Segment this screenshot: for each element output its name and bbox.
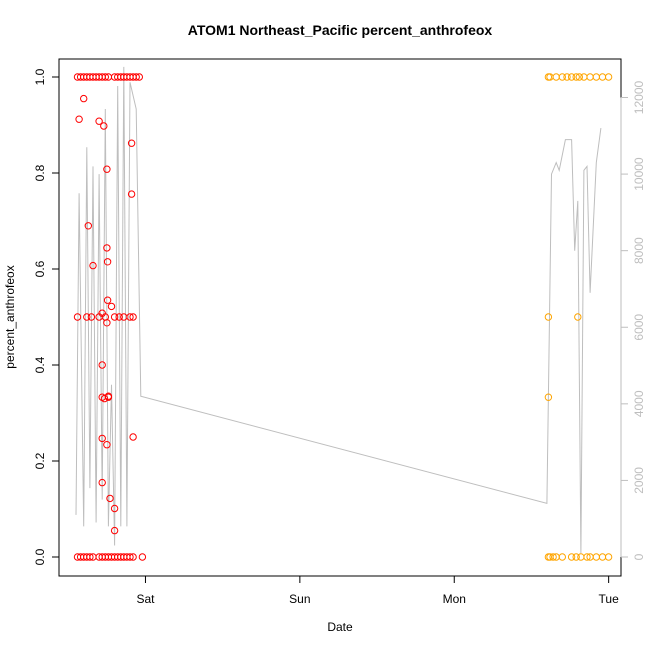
y-tick-label: 0.4 [33, 356, 47, 373]
data-point [563, 73, 571, 81]
data-point [110, 313, 119, 321]
y-tick-label: 0.2 [33, 452, 47, 469]
data-point [567, 73, 576, 81]
data-point [103, 296, 112, 304]
data-point [544, 393, 553, 401]
y-axis-label: percent_anthrofeox [3, 265, 17, 368]
flow-line-series [75, 66, 602, 554]
data-point [598, 553, 607, 561]
data-point [98, 478, 106, 487]
data-point [103, 441, 111, 449]
data-point [577, 553, 585, 561]
data-point [558, 553, 566, 561]
data-point [101, 73, 110, 81]
data-point [598, 73, 607, 81]
data-point [103, 244, 111, 252]
data-point [126, 313, 134, 321]
data-point [604, 553, 613, 561]
data-point [592, 73, 600, 81]
y2-tick-label: 8000 [632, 237, 646, 264]
data-point [572, 553, 580, 561]
y-tick-label: 0.0 [33, 548, 47, 565]
data-point [135, 73, 144, 81]
data-point [127, 190, 136, 198]
data-point [87, 313, 96, 321]
x-tick-label: Tue [599, 592, 620, 606]
data-point [103, 165, 111, 173]
data-point [100, 122, 108, 130]
data-point [138, 553, 147, 561]
point-series [73, 73, 613, 561]
y-tick-label: 1.0 [33, 68, 47, 85]
x-axis-label: Date [327, 620, 353, 634]
chart-title: ATOM1 Northeast_Pacific percent_anthrofe… [188, 22, 493, 38]
data-point [567, 553, 576, 561]
data-point [129, 433, 137, 441]
data-point [100, 394, 109, 403]
data-point [132, 73, 140, 81]
x-tick-label: Sun [289, 592, 310, 606]
y2-tick-label: 6000 [632, 314, 646, 341]
plot-box [58, 58, 622, 577]
data-point [549, 553, 557, 561]
data-point [592, 553, 600, 561]
data-point [80, 94, 88, 103]
data-point [84, 222, 93, 230]
data-point [544, 313, 553, 321]
data-point [575, 73, 583, 81]
data-point [89, 261, 97, 270]
series-line [75, 66, 602, 554]
y-tick-label: 0.8 [33, 164, 47, 181]
data-point [574, 313, 582, 321]
data-point [129, 553, 137, 561]
data-point [129, 313, 137, 321]
data-point [104, 392, 113, 400]
data-point [586, 73, 594, 81]
data-point [572, 73, 580, 81]
y2-tick-label: 12000 [632, 80, 646, 114]
data-point [120, 313, 128, 321]
data-point [604, 73, 613, 81]
data-point [103, 319, 111, 327]
data-point [98, 309, 106, 317]
y2-tick-label: 0 [632, 553, 646, 560]
axes: 0.0 0.2 0.4 0.6 0.8 1.0 0 2000 4000 6000 8000 10000… [33, 68, 646, 606]
data-point [110, 504, 119, 513]
data-point [107, 302, 116, 311]
data-point [126, 553, 134, 561]
y2-tick-label: 10000 [632, 157, 646, 191]
data-point [98, 361, 106, 369]
data-point [552, 73, 560, 81]
data-point [73, 313, 82, 321]
x-tick-label: Sat [136, 592, 155, 606]
data-point [95, 117, 103, 125]
data-point [580, 73, 588, 81]
data-point [75, 115, 83, 123]
data-point [106, 494, 114, 503]
data-point [110, 526, 119, 535]
data-point [583, 553, 591, 561]
data-point [86, 553, 94, 561]
data-point [115, 313, 123, 321]
y2-tick-label: 2000 [632, 467, 646, 494]
data-point [558, 73, 566, 81]
data-point [103, 258, 112, 266]
x-tick-label: Mon [443, 592, 466, 606]
data-point [127, 139, 136, 147]
data-point [83, 313, 91, 321]
y2-tick-label: 4000 [632, 390, 646, 417]
data-point [98, 434, 106, 443]
y-tick-label: 0.6 [33, 260, 47, 277]
